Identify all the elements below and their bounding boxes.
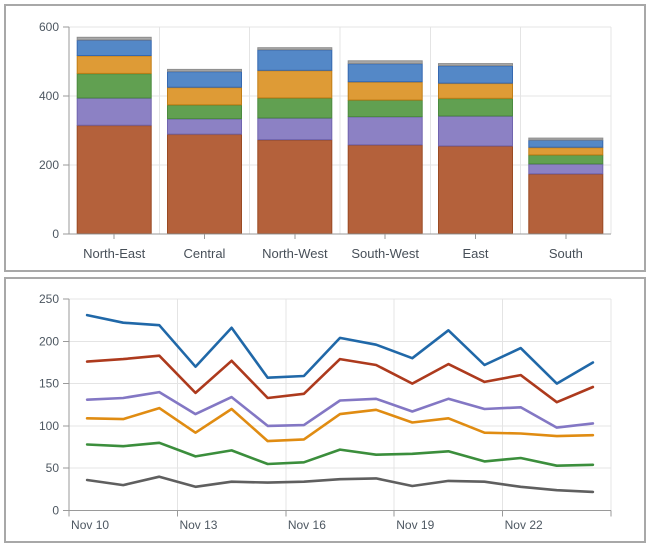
bar-segment-south-west-gray[interactable] xyxy=(347,60,423,64)
bar-segment-north-east-purple[interactable] xyxy=(76,97,152,126)
line-series-blue[interactable] xyxy=(85,313,595,385)
line-x-label: Nov 10 xyxy=(71,518,109,532)
line-series-gray[interactable] xyxy=(85,475,595,494)
bar-x-label: East xyxy=(462,246,488,261)
bar-x-label: Central xyxy=(184,246,226,261)
bar-segment-north-east-green[interactable] xyxy=(76,73,152,99)
bar-segment-central-blue[interactable] xyxy=(167,71,242,88)
bar-x-label: North-West xyxy=(262,246,328,261)
bar-segment-south-blue[interactable] xyxy=(528,140,604,148)
bar-segment-east-rust[interactable] xyxy=(438,145,513,234)
bar-y-tick-label: 400 xyxy=(39,89,59,103)
bar-y-tick-label: 600 xyxy=(39,20,59,34)
line-y-tick-label: 250 xyxy=(39,292,59,306)
line-series-green[interactable] xyxy=(85,441,595,467)
line-x-label: Nov 13 xyxy=(179,518,217,532)
bar-segment-north-west-rust[interactable] xyxy=(257,139,333,234)
bar-segment-north-east-rust[interactable] xyxy=(76,125,152,234)
bar-segment-south-gray[interactable] xyxy=(528,137,604,141)
bar-segment-central-rust[interactable] xyxy=(167,134,242,235)
bar-segment-south-west-green[interactable] xyxy=(347,100,423,118)
bar-segment-east-blue[interactable] xyxy=(438,65,513,84)
bar-segment-central-orange[interactable] xyxy=(167,87,242,106)
bar-y-tick-label: 200 xyxy=(39,158,59,172)
bar-segment-central-gray[interactable] xyxy=(167,68,242,72)
bar-segment-north-west-green[interactable] xyxy=(257,97,333,119)
line-y-tick-label: 0 xyxy=(52,504,59,518)
line-x-label: Nov 22 xyxy=(505,518,543,532)
bar-segment-north-west-orange[interactable] xyxy=(257,70,333,99)
bar-segment-east-orange[interactable] xyxy=(438,83,513,99)
bar-segment-south-orange[interactable] xyxy=(528,147,604,156)
bar-x-label: South xyxy=(549,246,583,261)
bar-segment-north-east-blue[interactable] xyxy=(76,40,152,56)
bar-segment-central-purple[interactable] xyxy=(167,118,242,135)
bar-y-tick-label: 0 xyxy=(52,227,59,241)
bar-segment-south-purple[interactable] xyxy=(528,163,604,175)
line-y-tick-label: 100 xyxy=(39,419,59,433)
bar-segment-south-west-blue[interactable] xyxy=(347,63,423,83)
bar-segment-south-west-rust[interactable] xyxy=(347,144,423,234)
bar-x-label: South-West xyxy=(351,246,419,261)
stacked-bar-chart-panel: North-East Central North-West South-West Eas… xyxy=(4,4,646,272)
line-chart: 0 50 100 150 200 250 Nov 10 Nov 13 Nov 16 Nov 19 N… xyxy=(39,292,612,532)
bar-segment-east-gray[interactable] xyxy=(438,63,513,66)
bar-segment-east-purple[interactable] xyxy=(438,115,513,147)
bar-segment-central-green[interactable] xyxy=(167,104,242,120)
line-series-orange[interactable] xyxy=(85,406,595,443)
line-x-label: Nov 19 xyxy=(396,518,434,532)
bar-segment-east-green[interactable] xyxy=(438,98,513,117)
bar-segment-north-west-purple[interactable] xyxy=(257,117,333,141)
bar-segment-south-west-purple[interactable] xyxy=(347,116,423,146)
line-y-tick-label: 200 xyxy=(39,334,59,348)
bar-segment-south-west-orange[interactable] xyxy=(347,81,423,101)
bar-x-label: North-East xyxy=(83,246,146,261)
line-chart-panel: 0 50 100 150 200 250 Nov 10 Nov 13 Nov 16 Nov 19 N… xyxy=(4,277,646,543)
line-y-tick-label: 150 xyxy=(39,377,59,391)
line-series-red[interactable] xyxy=(85,354,595,404)
bar-segment-north-west-gray[interactable] xyxy=(257,47,333,51)
stacked-bar-chart: North-East Central North-West South-West Eas… xyxy=(39,20,612,261)
bar-segment-south-rust[interactable] xyxy=(528,173,604,235)
line-series-purple[interactable] xyxy=(85,390,595,429)
bar-segment-south-green[interactable] xyxy=(528,154,604,165)
bar-segment-north-east-gray[interactable] xyxy=(76,36,152,41)
bar-segment-north-west-blue[interactable] xyxy=(257,49,333,71)
bar-segment-north-east-orange[interactable] xyxy=(76,55,152,74)
line-x-label: Nov 16 xyxy=(288,518,326,532)
line-y-tick-label: 50 xyxy=(46,461,60,475)
